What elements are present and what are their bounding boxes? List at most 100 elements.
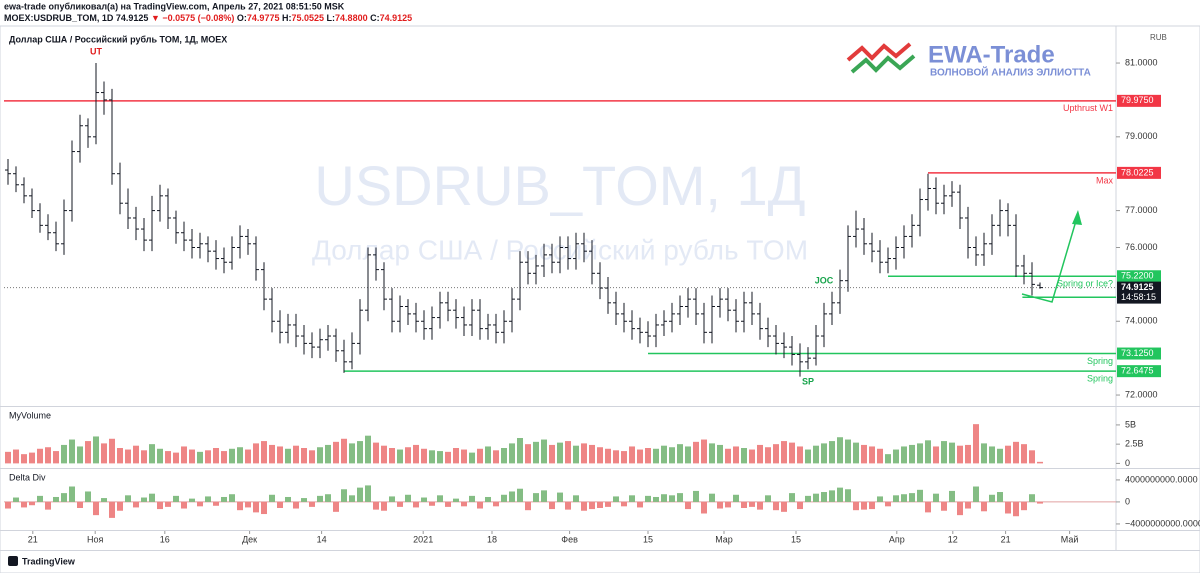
y-tick-label: 4000000000.0000 — [1125, 474, 1198, 484]
y-tick-label: 74.0000 — [1125, 316, 1158, 326]
ohlc-bar — [45, 214, 51, 241]
volume-bar — [557, 442, 563, 464]
delta-bar — [221, 496, 227, 502]
ohlc-h-value: 75.0525 — [291, 13, 324, 23]
volume-bar — [821, 443, 827, 464]
ohlc-bar — [461, 306, 467, 337]
x-tick-label: 16 — [160, 534, 170, 544]
volume-bar — [677, 444, 683, 464]
ohlc-bar — [341, 339, 347, 373]
level-label-box — [1117, 94, 1161, 107]
logo-tagline: ВОЛНОВОЙ АНАЛИЗ ЭЛЛИОТТА — [930, 66, 1091, 79]
ohlc-bar — [893, 236, 899, 270]
volume-bar — [373, 442, 379, 464]
ohlc-bar — [429, 306, 435, 340]
volume-bar — [973, 424, 979, 464]
ohlc-bar — [453, 299, 459, 329]
delta-bar — [797, 501, 803, 510]
ohlc-bar — [877, 240, 883, 274]
ohlc-bar — [917, 188, 923, 237]
volume-bar — [589, 444, 595, 464]
volume-bar — [69, 439, 75, 464]
delta-bar — [1005, 501, 1011, 514]
chart-title: Доллар США / Российский рубль TOM, 1Д, M… — [9, 34, 227, 44]
delta-bar — [29, 501, 35, 506]
volume-bar — [173, 452, 179, 464]
volume-bar — [517, 438, 523, 464]
delta-bar — [341, 489, 347, 502]
volume-bar — [709, 443, 715, 464]
volume-bar — [757, 444, 763, 464]
chart-frame — [0, 25, 1200, 573]
volume-bar — [909, 444, 915, 464]
ohlc-bar — [589, 240, 595, 285]
delta-bar — [125, 495, 131, 502]
volume-bar — [309, 450, 315, 464]
ohlc-l: L: — [327, 13, 336, 23]
volume-bar — [797, 446, 803, 464]
delta-bar — [5, 501, 11, 509]
delta-bar — [397, 501, 403, 507]
ohlc-bar — [533, 254, 539, 285]
delta-bar — [173, 495, 179, 502]
delta-bar — [581, 501, 587, 511]
ohlc-bar — [245, 229, 251, 255]
delta-bar — [685, 501, 691, 510]
volume-bar — [629, 446, 635, 464]
volume-bar — [813, 445, 819, 464]
volume-bar — [141, 450, 147, 464]
volume-bar — [341, 438, 347, 464]
volume-bar — [237, 447, 243, 464]
ohlc-bar — [573, 232, 579, 270]
ohlc-bar — [445, 291, 451, 322]
volume-bar — [525, 444, 531, 464]
delta-bar — [829, 490, 835, 502]
x-tick-label: 18 — [487, 534, 497, 544]
volume-bar — [701, 439, 707, 464]
volume-bar — [157, 448, 163, 464]
ohlc-bar — [1029, 262, 1035, 296]
volume-bar — [349, 443, 355, 464]
delta-bar — [997, 492, 1003, 502]
ohlc-bar — [965, 206, 971, 259]
delta-bar — [261, 501, 267, 515]
volume-bar — [461, 449, 467, 464]
volume-bar — [149, 444, 155, 464]
ohlc-bar — [501, 310, 507, 344]
ohlc-bar — [285, 313, 291, 344]
y-tick-label: −4000000000.0000 — [1125, 518, 1200, 528]
volume-bar — [749, 449, 755, 464]
ohlc-bar — [85, 118, 91, 148]
publish-info: ewa-trade опубликовал(а) на TradingView.… — [4, 1, 345, 11]
ohlc-bar — [597, 262, 603, 300]
delta-bar — [389, 496, 395, 502]
ohlc-bar — [853, 210, 859, 248]
volume-bar — [781, 441, 787, 464]
ohlc-bar — [949, 181, 955, 207]
delta-bar — [277, 501, 283, 508]
x-tick-label: 15 — [791, 534, 801, 544]
ohlc-bar — [957, 184, 963, 230]
ohlc-bar — [981, 232, 987, 266]
volume-bar — [661, 445, 667, 464]
level-note: Spring — [1087, 374, 1113, 384]
ohlc-bar — [933, 177, 939, 215]
y-tick-label: 0 — [1125, 458, 1130, 468]
delta-bar — [197, 501, 203, 507]
volume-bar — [413, 444, 419, 464]
delta-bar — [509, 491, 515, 502]
volume-bar — [549, 444, 555, 464]
delta-bar — [845, 489, 851, 502]
volume-bar — [653, 448, 659, 464]
ohlc-bar — [1037, 282, 1043, 289]
volume-bar — [853, 442, 859, 464]
volume-bar — [621, 451, 627, 464]
volume-bar — [493, 450, 499, 464]
delta-bar — [757, 501, 763, 510]
delta-bar — [493, 501, 499, 507]
delta-bar — [157, 501, 163, 510]
ohlc-bar — [845, 225, 851, 292]
volume-bar — [93, 436, 99, 464]
volume-bar — [261, 441, 267, 464]
ohlc-bar — [485, 313, 491, 340]
